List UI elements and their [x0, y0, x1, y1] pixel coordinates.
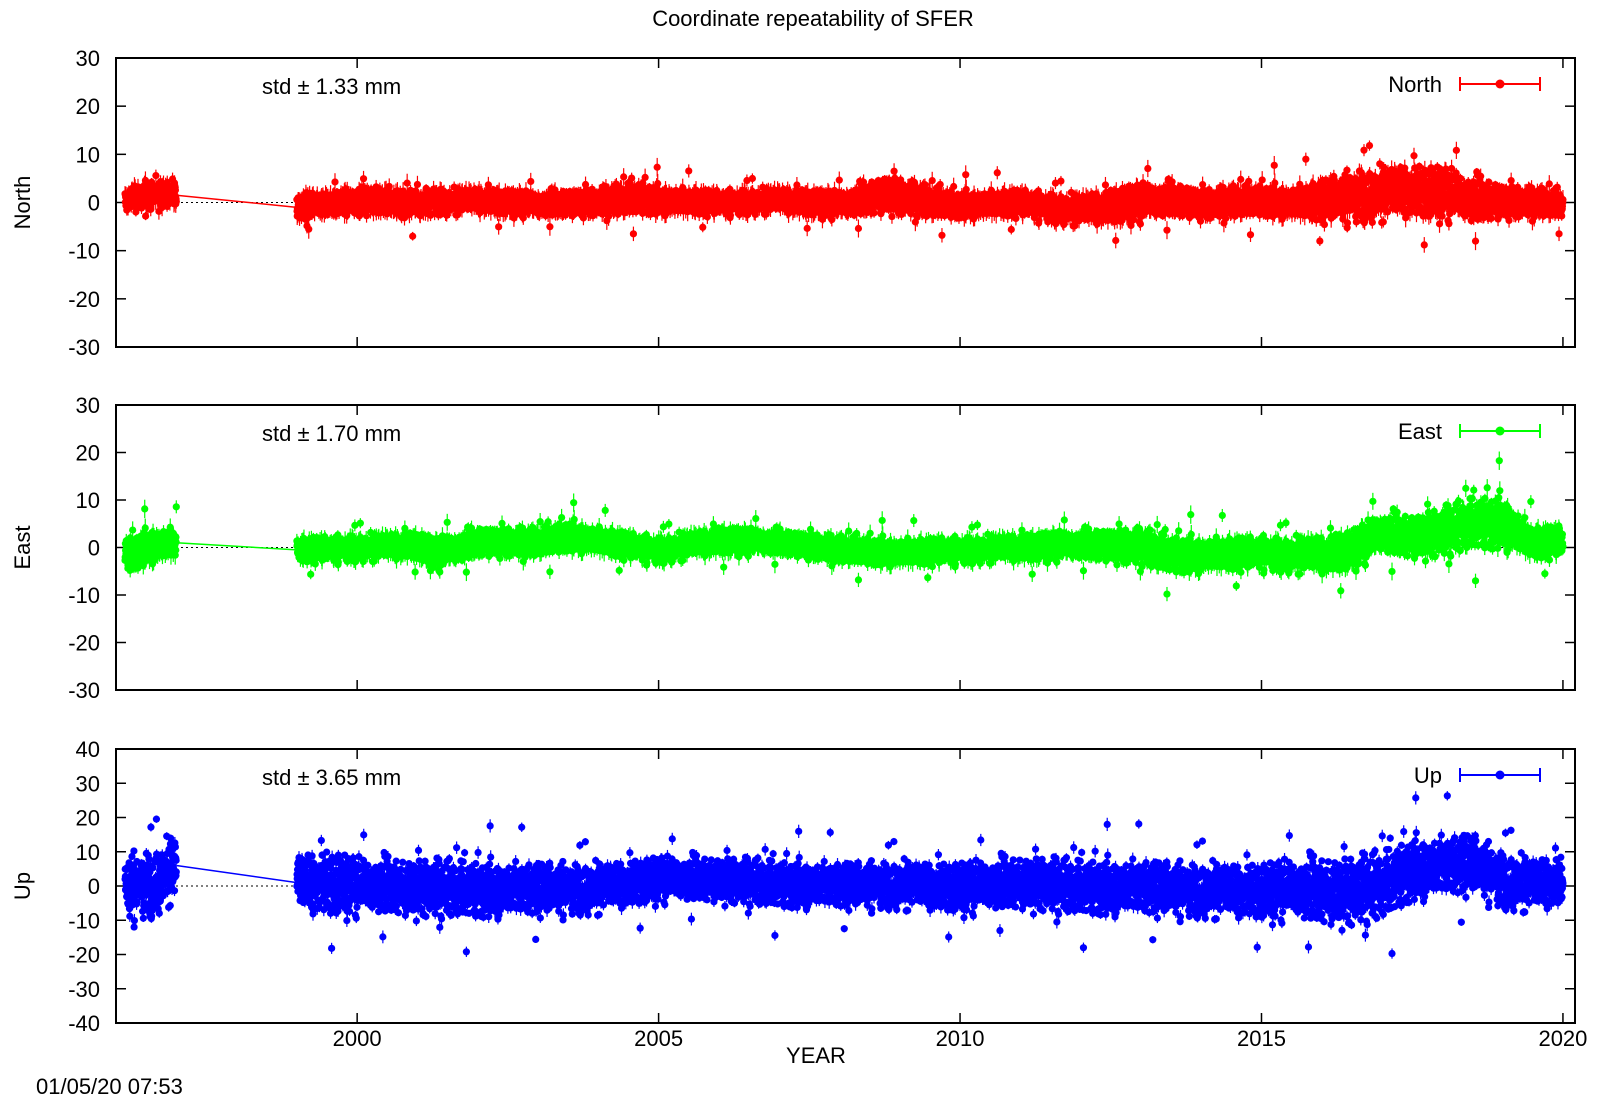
y-tick-label: -30 — [68, 335, 100, 360]
y-tick-label: 0 — [88, 191, 100, 216]
data-point — [360, 175, 367, 182]
data-point — [404, 180, 411, 187]
chart-title: Coordinate repeatability of SFER — [652, 6, 974, 31]
data-point — [305, 226, 312, 233]
data-point — [152, 172, 159, 179]
y-tick-label: -20 — [68, 287, 100, 312]
data-point — [414, 181, 421, 188]
y-tick-label: 10 — [76, 142, 100, 167]
y-tick-label: 30 — [76, 46, 100, 71]
y-axis-label: North — [10, 176, 35, 230]
y-tick-label: -10 — [68, 239, 100, 264]
legend-label: North — [1388, 72, 1442, 97]
legend: North — [1388, 72, 1540, 97]
std-annotation: std ± 1.33 mm — [262, 74, 401, 99]
data-point — [173, 198, 180, 205]
y-tick-label: 20 — [76, 94, 100, 119]
data-points — [121, 140, 1566, 252]
north-panel: 30 20 10 0 -10 -20 -30 North std ± 1.33 mm North — [10, 46, 1575, 360]
data-point — [331, 178, 338, 185]
legend-marker — [1496, 80, 1505, 89]
data-point — [409, 233, 416, 240]
data-point — [495, 223, 502, 230]
data-point — [527, 178, 534, 185]
